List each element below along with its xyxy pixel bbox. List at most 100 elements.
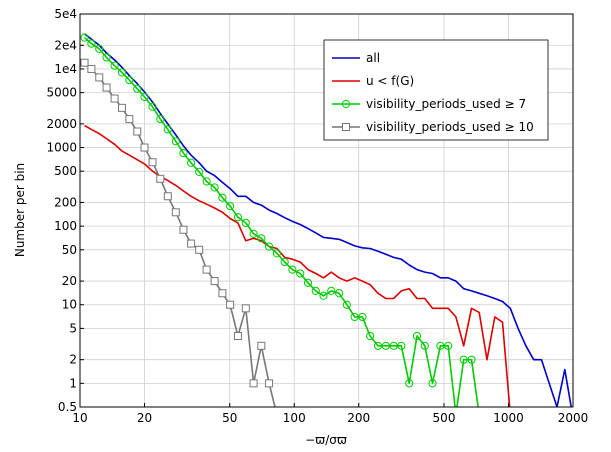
series-line [83,37,479,407]
y-tick-label: 50 [62,243,77,257]
data-point [171,208,180,217]
y-tick-label: 500 [54,164,77,178]
x-tick-label: 1000 [493,411,524,425]
data-point [202,265,211,274]
y-tick-label: 200 [54,195,77,209]
data-point [273,411,280,418]
series-4 [80,58,280,418]
data-point [110,61,119,70]
data-point [311,286,320,295]
data-point [233,332,242,341]
data-point [195,245,204,254]
data-point [80,58,89,67]
data-point [95,44,104,53]
data-point [327,286,336,295]
data-point [102,83,111,92]
data-point [226,300,235,309]
data-point [444,341,453,350]
data-point [405,379,414,388]
data-point [80,33,89,42]
data-point [218,193,227,202]
data-point [117,103,126,112]
data-point [179,148,188,158]
data-point [133,84,142,93]
y-tick-label: 5000 [46,86,77,100]
data-point [148,158,157,167]
data-point [210,183,219,192]
data-point [87,64,96,73]
data-point [195,167,204,176]
legend-item: all [332,51,380,65]
data-point [350,312,359,322]
data-point [156,115,165,124]
data-point [303,278,313,287]
data-point [280,257,289,267]
legend-label: u < f(G) [366,74,414,88]
data-point [342,300,351,309]
data-point [264,242,274,251]
series-2 [84,124,511,407]
data-point [187,239,196,248]
x-tick-label: 10 [72,411,87,425]
y-tick-label: 5 [69,321,77,335]
legend-item: visibility_periods_used ≥ 10 [332,120,534,134]
x-tick-label: 20 [137,411,152,425]
data-point [186,158,196,167]
data-point [148,102,157,111]
y-tick-label: 1e4 [54,62,77,76]
legend-label: visibility_periods_used ≥ 10 [366,120,534,134]
data-point [428,379,437,388]
x-tick-label: 100 [283,411,306,425]
data-point [296,269,305,278]
data-point [163,125,172,134]
data-point [241,304,250,313]
x-tick-label: 50 [222,411,237,425]
legend-label: visibility_periods_used ≥ 7 [366,97,526,111]
data-point [257,234,266,243]
y-tick-label: 100 [54,219,77,233]
data-point [110,94,119,103]
data-point [459,355,468,364]
y-axis-title: Number per bin [13,163,27,257]
data-point [210,277,219,286]
data-point [358,312,367,322]
data-point [319,291,328,300]
data-point [233,213,243,222]
series-3 [80,33,479,407]
legend-marker [342,123,350,131]
data-point [171,137,180,146]
data-point [163,192,172,201]
data-point [179,225,188,234]
y-tick-label: 20 [62,274,77,288]
legend-item: visibility_periods_used ≥ 7 [332,97,526,111]
data-point [117,68,127,77]
y-tick-label: 2000 [46,117,77,131]
plot-frame [79,13,574,408]
y-tick-label: 1 [69,376,77,390]
data-point [87,39,96,48]
y-tick-label: 5e4 [54,7,77,21]
data-point [140,92,149,102]
data-point [257,341,266,350]
data-point [125,76,134,85]
data-point [272,249,282,258]
data-point [381,341,390,350]
legend-marker [341,99,351,109]
x-tick-label: 2000 [558,411,589,425]
legend-label: all [366,51,380,65]
data-point [218,289,227,298]
x-tick-label: 500 [433,411,456,425]
data-point [241,218,250,227]
y-tick-label: 10 [62,298,77,312]
data-point [397,341,406,350]
y-tick-label: 2 [69,353,77,367]
legend-item: u < f(G) [332,74,414,88]
y-tick-label: 2e4 [54,38,77,52]
x-axis-title: −ϖ/σϖ [305,433,347,447]
data-point [249,229,258,238]
x-tick-label: 200 [347,411,370,425]
data-point [102,53,111,62]
data-point [140,143,149,152]
legend-box [323,39,549,141]
data-point [125,115,134,124]
